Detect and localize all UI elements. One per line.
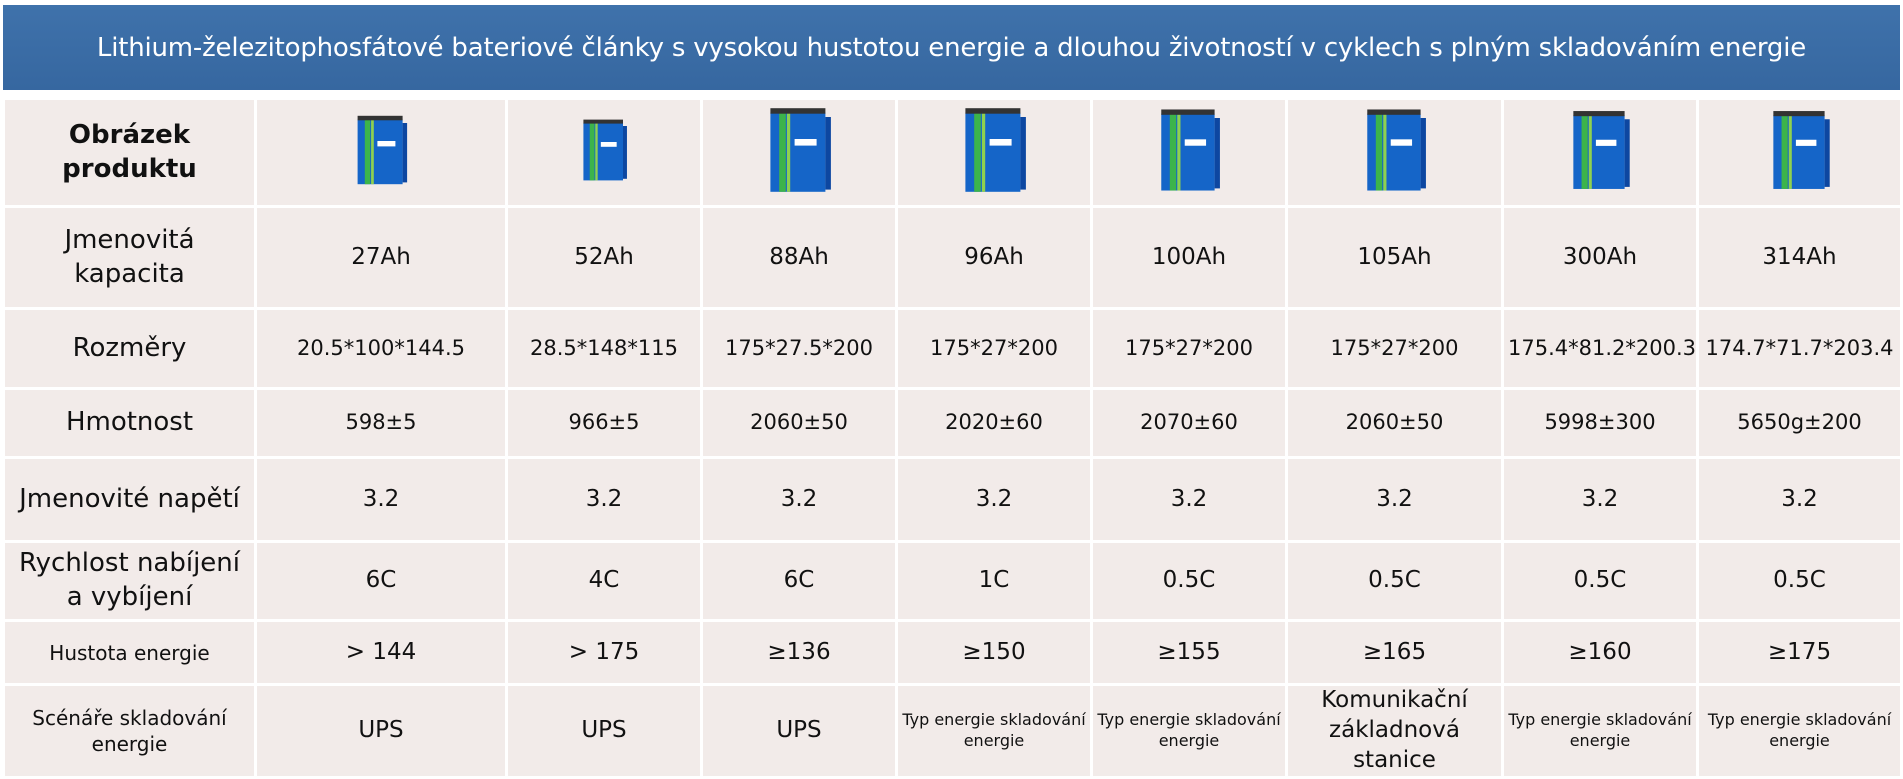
cell: 3.2 bbox=[505, 456, 703, 543]
table-row: Rozměry 20.5*100*144.5 28.5*148*115 175*27.… bbox=[2, 307, 1903, 390]
cell: 88Ah bbox=[700, 205, 898, 310]
table-row: Scénáře skladování energie UPS UPS UPS Typ e… bbox=[2, 683, 1903, 779]
image-row: Obrázek produktu bbox=[2, 97, 1903, 208]
cell: ≥150 bbox=[895, 619, 1093, 686]
cell: 598±5 bbox=[254, 387, 508, 459]
cell: 100Ah bbox=[1090, 205, 1288, 310]
product-image bbox=[1696, 97, 1903, 208]
row-label: Jmenovitá kapacita bbox=[2, 205, 257, 310]
battery-icon bbox=[583, 119, 627, 180]
cell: UPS bbox=[254, 683, 508, 779]
cell: ≥160 bbox=[1501, 619, 1699, 686]
cell: 27Ah bbox=[254, 205, 508, 310]
cell: 2060±50 bbox=[700, 387, 898, 459]
cell: > 144 bbox=[254, 619, 508, 686]
cell: Typ energie skladování energie bbox=[1696, 683, 1903, 779]
cell: ≥165 bbox=[1285, 619, 1504, 686]
table-row: Hmotnost 598±5 966±5 2060±50 2020±60 2070±60 2… bbox=[2, 387, 1903, 459]
cell: 3.2 bbox=[895, 456, 1093, 543]
cell: 300Ah bbox=[1501, 205, 1699, 310]
cell: 314Ah bbox=[1696, 205, 1903, 310]
cell: 0.5C bbox=[1090, 540, 1288, 622]
title-bar: Lithium-železitophosfátové bateriové člá… bbox=[3, 5, 1900, 90]
row-label: Rychlost nabíjení a vybíjení bbox=[2, 540, 257, 622]
cell: 175*27.5*200 bbox=[700, 307, 898, 390]
product-image bbox=[1501, 97, 1699, 208]
battery-icon bbox=[1568, 109, 1632, 191]
battery-icon bbox=[1363, 106, 1427, 194]
table-row: Rychlost nabíjení a vybíjení 6C 4C 6C 1C 0.5C… bbox=[2, 540, 1903, 622]
cell: 0.5C bbox=[1285, 540, 1504, 622]
product-image bbox=[1285, 97, 1504, 208]
row-label: Obrázek produktu bbox=[2, 97, 257, 208]
table-row: Jmenovitá kapacita 27Ah 52Ah 88Ah 96Ah 100Ah 1… bbox=[2, 205, 1903, 310]
table-row: Hustota energie > 144 > 175 ≥136 ≥150 ≥155 ≥16… bbox=[2, 619, 1903, 686]
cell: 175*27*200 bbox=[895, 307, 1093, 390]
cell: 5998±300 bbox=[1501, 387, 1699, 459]
cell: UPS bbox=[505, 683, 703, 779]
row-label: Hmotnost bbox=[2, 387, 257, 459]
cell: Typ energie skladování energie bbox=[895, 683, 1093, 779]
cell: Typ energie skladování energie bbox=[1090, 683, 1288, 779]
row-label: Jmenovité napětí bbox=[2, 456, 257, 543]
product-image bbox=[700, 97, 898, 208]
cell: 6C bbox=[700, 540, 898, 622]
cell: 96Ah bbox=[895, 205, 1093, 310]
cell: 3.2 bbox=[1090, 456, 1288, 543]
row-label: Scénáře skladování energie bbox=[2, 683, 257, 779]
table-row: Jmenovité napětí 3.2 3.2 3.2 3.2 3.2 3.2 3.2 3.2 bbox=[2, 456, 1903, 543]
cell: > 175 bbox=[505, 619, 703, 686]
cell: ≥175 bbox=[1696, 619, 1903, 686]
cell: 52Ah bbox=[505, 205, 703, 310]
page: Lithium-železitophosfátové bateriové člá… bbox=[2, 5, 1903, 779]
cell: 175*27*200 bbox=[1285, 307, 1504, 390]
cell: ≥155 bbox=[1090, 619, 1288, 686]
row-label: Rozměry bbox=[2, 307, 257, 390]
cell: 3.2 bbox=[700, 456, 898, 543]
product-image bbox=[254, 97, 508, 208]
product-image bbox=[505, 97, 703, 208]
cell: 3.2 bbox=[254, 456, 508, 543]
cell: 2060±50 bbox=[1285, 387, 1504, 459]
cell: 1C bbox=[895, 540, 1093, 622]
battery-icon bbox=[961, 105, 1027, 195]
cell: Typ energie skladování energie bbox=[1501, 683, 1699, 779]
cell: ≥136 bbox=[700, 619, 898, 686]
product-image bbox=[1090, 97, 1288, 208]
battery-icon bbox=[1157, 106, 1221, 194]
cell: UPS bbox=[700, 683, 898, 779]
battery-icon bbox=[766, 106, 832, 194]
cell: 4C bbox=[505, 540, 703, 622]
cell: 0.5C bbox=[1501, 540, 1699, 622]
cell: 20.5*100*144.5 bbox=[254, 307, 508, 390]
battery-icon bbox=[1769, 109, 1831, 191]
cell: 5650g±200 bbox=[1696, 387, 1903, 459]
cell: 28.5*148*115 bbox=[505, 307, 703, 390]
battery-icon bbox=[354, 114, 408, 186]
cell: 2070±60 bbox=[1090, 387, 1288, 459]
cell: 105Ah bbox=[1285, 205, 1504, 310]
cell: 174.7*71.7*203.4 bbox=[1696, 307, 1903, 390]
cell: 175*27*200 bbox=[1090, 307, 1288, 390]
product-image bbox=[895, 97, 1093, 208]
cell: 6C bbox=[254, 540, 508, 622]
title: Lithium-železitophosfátové bateriové člá… bbox=[96, 32, 1807, 63]
cell: 2020±60 bbox=[895, 387, 1093, 459]
cell: 3.2 bbox=[1285, 456, 1504, 543]
spec-table: Obrázek produktu Jmenovitá kapacita 27Ah 5… bbox=[2, 97, 1903, 779]
row-label: Hustota energie bbox=[2, 619, 257, 686]
cell: 0.5C bbox=[1696, 540, 1903, 622]
cell: Komunikační základnová stanice bbox=[1285, 683, 1504, 779]
cell: 3.2 bbox=[1696, 456, 1903, 543]
cell: 966±5 bbox=[505, 387, 703, 459]
cell: 175.4*81.2*200.3 bbox=[1501, 307, 1699, 390]
cell: 3.2 bbox=[1501, 456, 1699, 543]
